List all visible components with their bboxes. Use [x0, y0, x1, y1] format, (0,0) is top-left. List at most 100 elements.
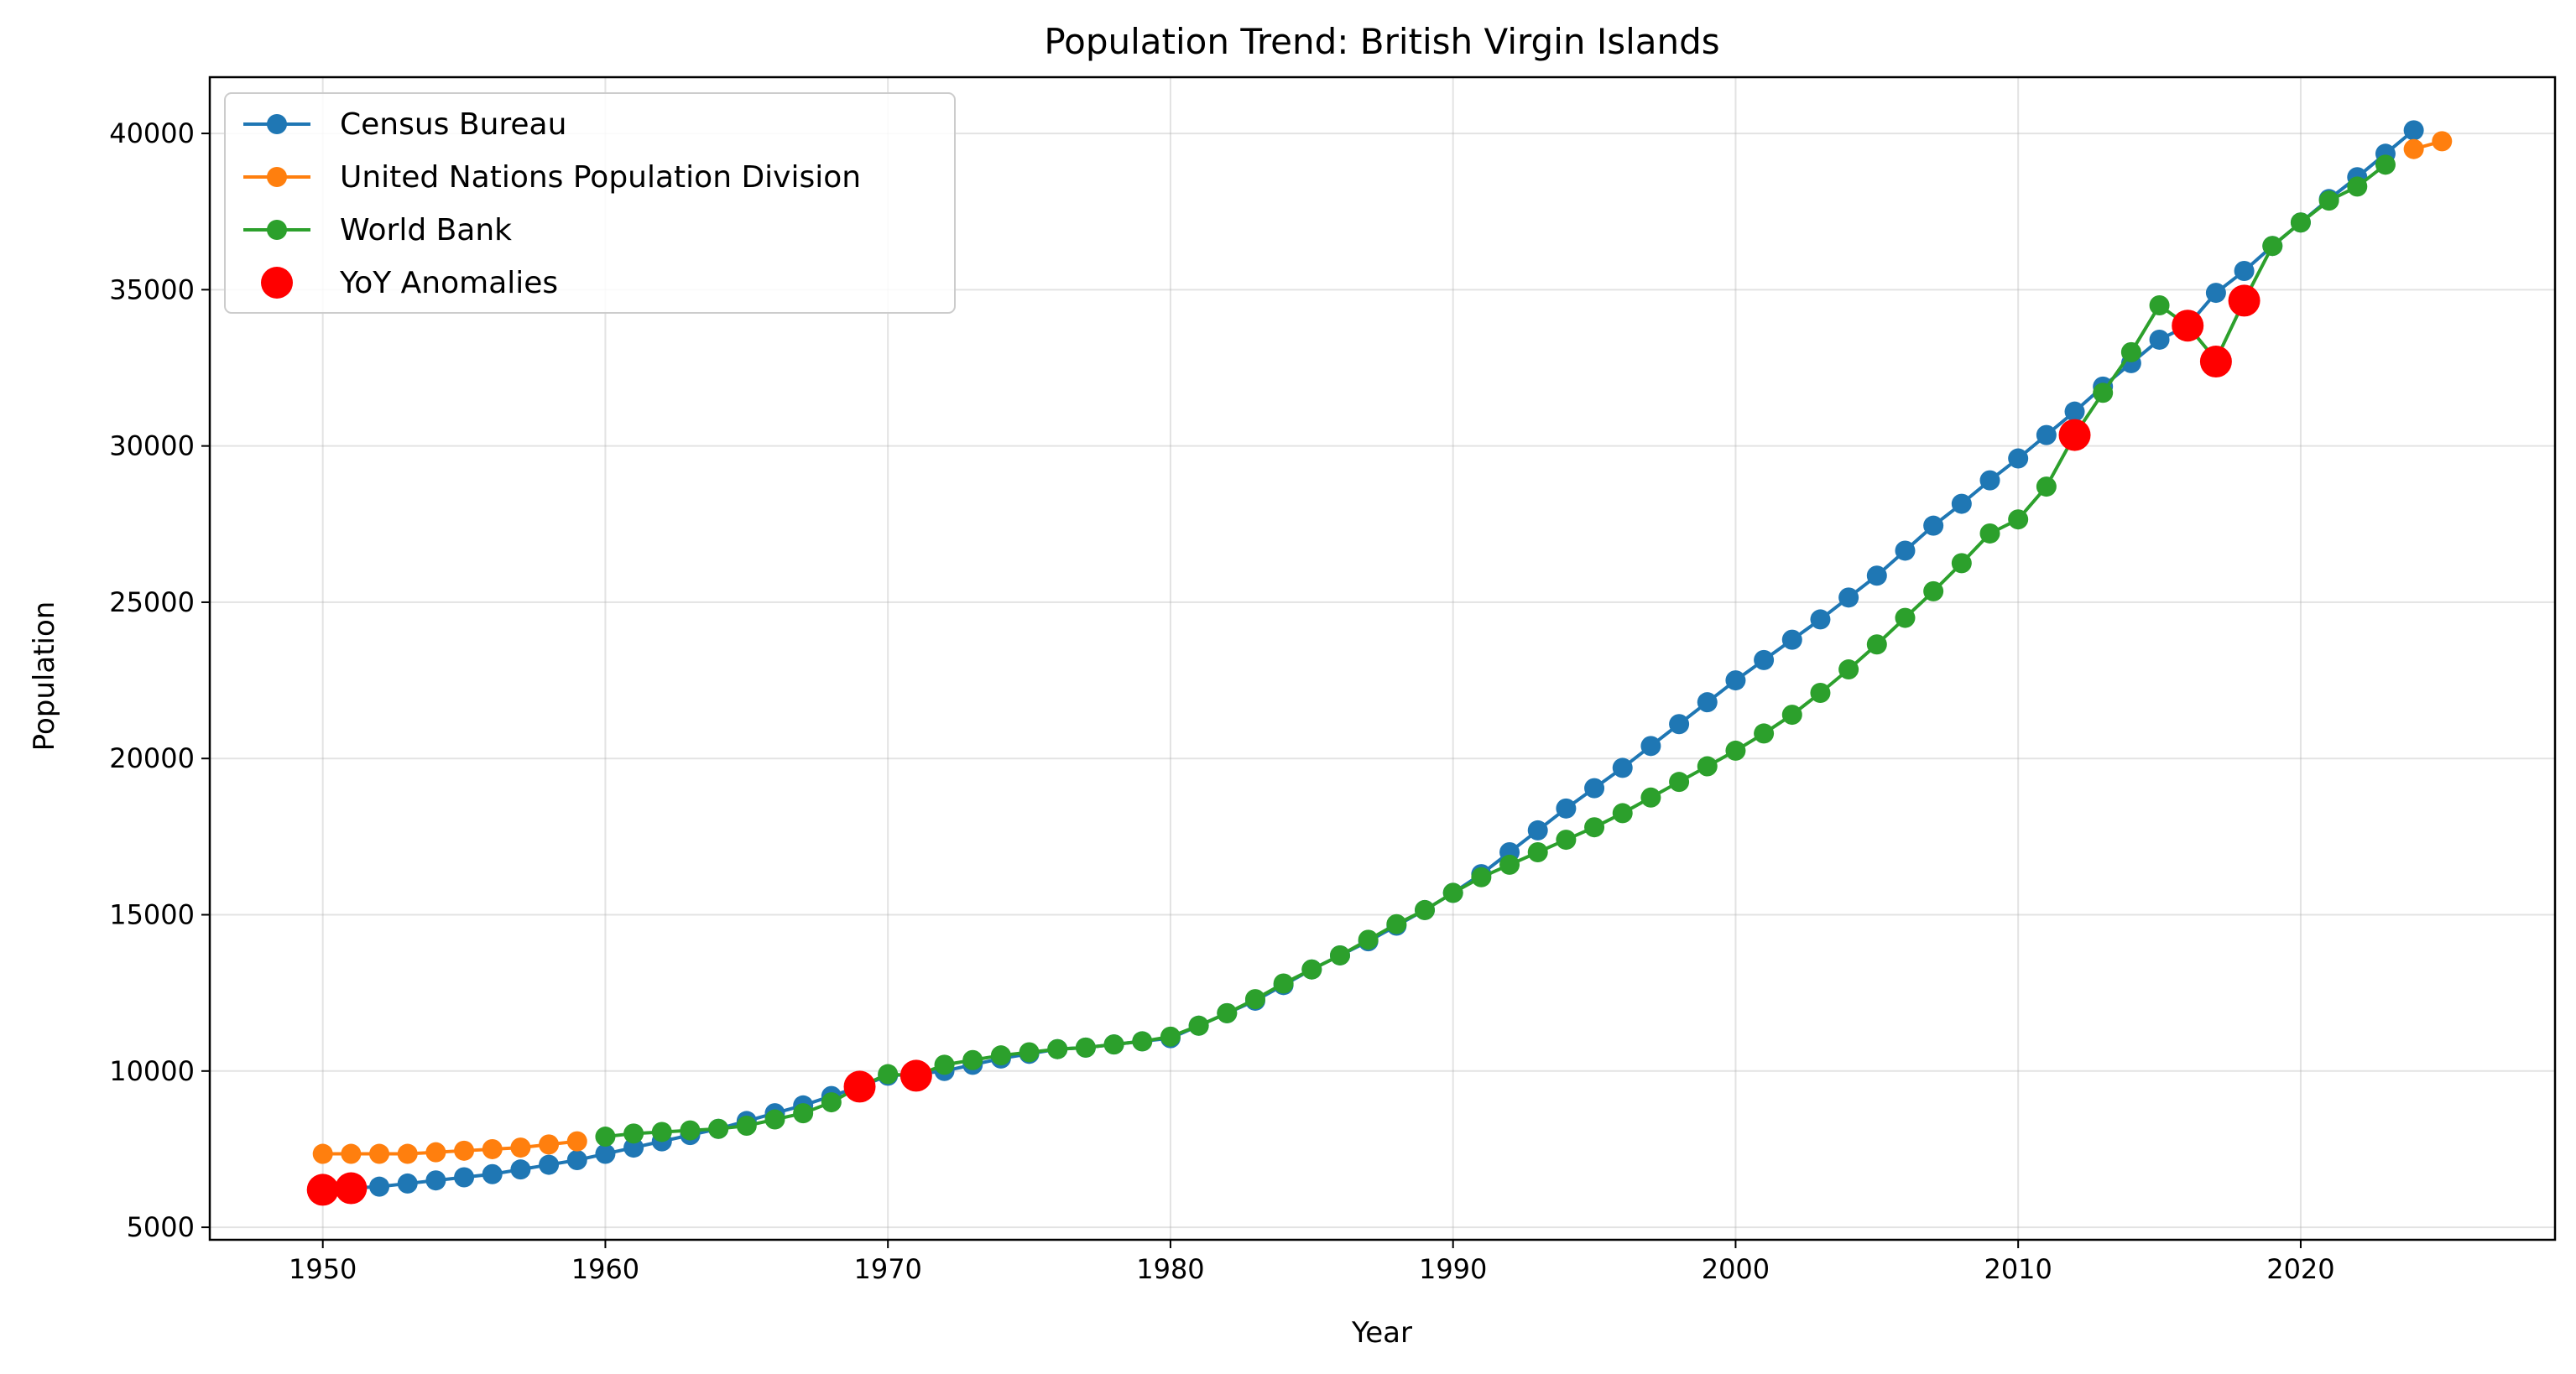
x-tick-label: 1970 [853, 1253, 921, 1285]
data-point [1499, 854, 1520, 875]
data-point [623, 1123, 644, 1144]
data-point [2318, 190, 2339, 211]
data-point [1556, 830, 1577, 851]
y-tick-label: 5000 [127, 1211, 195, 1243]
data-point [1951, 553, 1972, 574]
data-point [1697, 692, 1718, 713]
legend-label: United Nations Population Division [340, 160, 861, 195]
data-point [1612, 757, 1633, 778]
data-point [510, 1137, 531, 1158]
data-point [1951, 493, 1972, 514]
data-point [1640, 736, 1661, 757]
data-point [1810, 609, 1831, 630]
series-1 [312, 131, 2453, 1164]
legend-label: YoY Anomalies [339, 266, 558, 300]
legend-label: Census Bureau [340, 107, 566, 142]
anomaly-point [2058, 419, 2091, 451]
data-point [1047, 1038, 1068, 1059]
x-tick-label: 1990 [1419, 1253, 1487, 1285]
data-point [1669, 772, 1690, 793]
data-point [1301, 959, 1322, 980]
data-point [651, 1122, 672, 1142]
anomaly-point [2228, 284, 2261, 317]
data-point [793, 1103, 814, 1124]
data-point [2432, 131, 2453, 152]
legend-swatch [267, 220, 287, 240]
data-point [1866, 634, 1887, 655]
data-point [1979, 470, 2000, 491]
data-point [1103, 1034, 1124, 1055]
data-point [1273, 973, 1294, 994]
data-point [1244, 989, 1265, 1010]
axis-ticks: 1950 1960 1970 1980 1990 2000 2010 2020 5000 1000… [109, 117, 2334, 1285]
data-point [482, 1138, 503, 1159]
data-point [369, 1143, 390, 1164]
data-point [2008, 448, 2029, 469]
data-point [1725, 670, 1746, 691]
x-tick-label: 1980 [1136, 1253, 1204, 1285]
anomaly-point [306, 1174, 339, 1206]
y-tick-label: 35000 [109, 273, 195, 305]
data-point [2093, 383, 2114, 403]
data-point [1979, 523, 2000, 544]
data-point [1442, 882, 1463, 903]
data-point [2403, 138, 2424, 159]
y-tick-label: 25000 [109, 586, 195, 618]
data-point [2205, 283, 2226, 304]
data-point [454, 1167, 475, 1188]
data-point [312, 1143, 333, 1164]
anomaly-point [2199, 346, 2232, 378]
data-point [1640, 787, 1661, 808]
data-point [708, 1118, 729, 1139]
plot-area-frame [208, 75, 2557, 1241]
legend-item: World Bank [243, 213, 512, 247]
data-point [539, 1134, 560, 1155]
data-point [369, 1176, 390, 1197]
data-point [341, 1143, 362, 1164]
data-point [425, 1170, 446, 1191]
y-tick-label: 40000 [109, 117, 195, 149]
series-line [322, 1139, 577, 1156]
data-point [1781, 705, 1802, 726]
data-point [1754, 723, 1775, 744]
data-point [1527, 820, 1548, 841]
data-point [397, 1173, 418, 1194]
data-point [1725, 740, 1746, 761]
data-point [623, 1137, 644, 1158]
x-tick-label: 2010 [1984, 1253, 2052, 1285]
data-point [2375, 154, 2396, 175]
data-point [1556, 798, 1577, 819]
data-point [1386, 913, 1407, 934]
data-point [566, 1131, 587, 1152]
legend-item: YoY Anomalies [261, 266, 558, 300]
data-point [1838, 587, 1859, 608]
data-point [962, 1049, 983, 1070]
data-point [2347, 176, 2368, 197]
data-point [1895, 607, 1916, 628]
data-point [1329, 945, 1350, 965]
data-point [1781, 629, 1802, 650]
legend-item: United Nations Population Division [243, 160, 861, 195]
data-point [934, 1054, 955, 1075]
data-point [1612, 803, 1633, 824]
legend-swatch [267, 167, 287, 187]
data-point [736, 1116, 757, 1137]
anomaly-point [2172, 310, 2204, 342]
y-tick-label: 30000 [109, 430, 195, 462]
y-tick-label: 20000 [109, 742, 195, 774]
data-point [680, 1120, 701, 1141]
data-point [1527, 842, 1548, 862]
data-point [1415, 899, 1436, 920]
data-point [2290, 212, 2311, 233]
data-point [1584, 778, 1605, 799]
data-point [2262, 236, 2283, 257]
x-tick-label: 2020 [2266, 1253, 2334, 1285]
chart-title: Population Trend: British Virgin Islands [1044, 21, 1719, 62]
data-point [1810, 682, 1831, 703]
legend: Census Bureau United Nations Population D… [224, 92, 956, 314]
data-point [539, 1154, 560, 1175]
series-3 [306, 284, 2261, 1206]
data-point [1188, 1015, 1209, 1036]
data-point [2008, 509, 2029, 530]
legend-item: Census Bureau [243, 107, 566, 142]
